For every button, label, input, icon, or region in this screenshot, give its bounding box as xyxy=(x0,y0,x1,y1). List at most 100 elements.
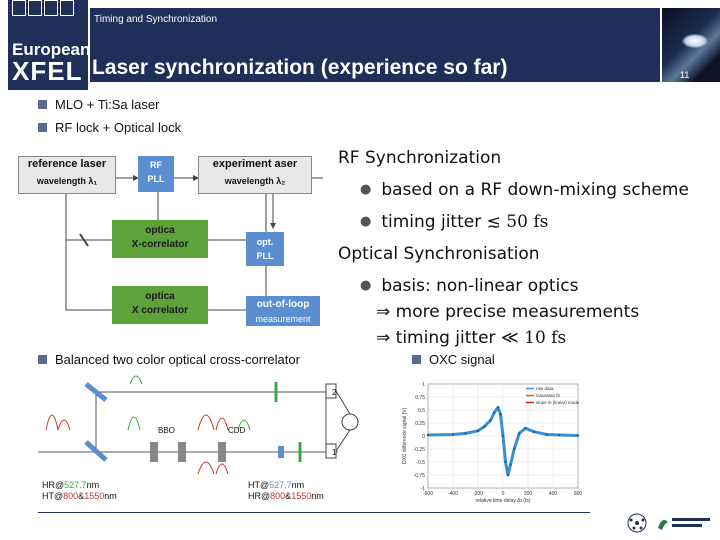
xcorr1-label-2: X-correlator xyxy=(131,239,189,250)
sync-summary-panel: RF Synchronization ● based on a RF down-m… xyxy=(338,148,689,353)
ht-left-line: HT@800&1550nm xyxy=(42,491,117,501)
data-point xyxy=(483,425,486,428)
data-point xyxy=(506,473,510,477)
data-point xyxy=(464,432,467,435)
rf-point-2: ● timing jitter ≲ 50 fs xyxy=(360,212,548,232)
y-tick-label: -0.25 xyxy=(414,447,426,453)
unit-nm: nm xyxy=(86,480,100,490)
implies-arrow-icon: ⇒ xyxy=(376,302,391,322)
logo-text-xfel: XFEL xyxy=(12,56,83,86)
page-number: 11 xyxy=(680,70,690,80)
series-line xyxy=(427,405,579,477)
ht-left-value-a: 800 xyxy=(63,491,79,501)
logo-square xyxy=(60,0,74,16)
ref-wavelength-label: wavelength λ₁ xyxy=(36,176,98,186)
bullet-square-icon xyxy=(38,355,47,364)
data-point xyxy=(501,434,505,438)
rf-pll-label-1: RF xyxy=(150,160,162,170)
data-point xyxy=(513,447,516,451)
ht-right-line: HT@527.7nm xyxy=(248,480,304,490)
bullet-item: RF lock + Optical lock xyxy=(38,116,181,139)
x-axis-label: relative time delay Δt (fs) xyxy=(475,498,530,504)
reference-laser-label: reference laser xyxy=(27,158,107,170)
experiment-laser-box: experiment aser wavelength λ₂ xyxy=(198,156,312,194)
logo-square xyxy=(28,0,42,16)
rf-pll-box: RF PLL xyxy=(138,156,174,192)
section-kicker: Timing and Synchronization xyxy=(94,14,218,25)
bullet-square-icon xyxy=(38,100,47,109)
data-point xyxy=(518,432,521,435)
rf-point-2-text: timing jitter xyxy=(381,212,482,232)
bullet-text: RF lock + Optical lock xyxy=(55,120,182,135)
arrow-point-1-text: more precise measurements xyxy=(395,302,640,322)
rf-point-1: ● based on a RF down-mixing scheme xyxy=(360,180,689,200)
experiment-laser-label: experiment aser xyxy=(212,158,298,170)
opt-pll-label-1: opt. xyxy=(256,237,274,247)
xcorr1-label-1: optica xyxy=(145,225,175,236)
laser-photo xyxy=(662,8,720,82)
data-point xyxy=(576,434,580,437)
bullet-dot-icon: ● xyxy=(360,278,372,293)
optical-point: ● basis: non-linear optics xyxy=(360,276,578,296)
data-point xyxy=(545,433,548,436)
exp-wavelength-label: wavelength λ₂ xyxy=(224,176,286,186)
out-of-loop-label-2: measurement xyxy=(255,314,311,324)
ampersand: & xyxy=(285,491,292,501)
unit-nm: nm xyxy=(291,480,305,490)
y-tick-label: -0.75 xyxy=(414,473,426,479)
ampersand: & xyxy=(78,491,85,501)
rf-jitter-value: 50 fs xyxy=(506,212,549,232)
hr-right-line: HR@800&1550nm xyxy=(248,491,324,501)
optical-xcorrelator-box-2: optica X correlator xyxy=(112,286,208,324)
opt-pll-box: opt. PLL xyxy=(246,232,284,266)
oxc-section-text: OXC signal xyxy=(429,352,495,367)
hr-right-value-a: 800 xyxy=(270,491,286,501)
footer-helmholtz-logo xyxy=(658,518,710,530)
slide-title: Laser synchronization (experience so far… xyxy=(92,56,508,79)
data-point xyxy=(533,430,536,434)
out-of-loop-label-1: out-of-loop xyxy=(256,299,310,310)
hr-left-line: HR@527.7nm xyxy=(42,480,99,490)
arrow-point-2-text: timing jitter xyxy=(395,328,496,348)
top-bullet-list: MLO + Ti:Sa laser RF lock + Optical lock xyxy=(38,93,181,139)
oxc-signal-chart: 1 0.75 0.5 0.25 0 -0.25 -0.5 -0.75 -1 -600 -400 -20… xyxy=(398,378,586,510)
xcorr-optics-drawing xyxy=(38,375,359,475)
x-tick-label: -200 xyxy=(473,491,483,497)
x-tick-label: 400 xyxy=(549,491,558,497)
data-point xyxy=(493,411,496,414)
implies-arrow-icon: ⇒ xyxy=(376,328,391,348)
bullet-square-icon xyxy=(412,355,421,364)
ht-right-prefix: HT@ xyxy=(248,480,270,490)
out-of-loop-box: out-of-loop measurement xyxy=(246,296,320,326)
y-tick-label: 1 xyxy=(422,382,425,388)
sync-block-diagram: reference laser wavelength λ₁ RF PLL exp… xyxy=(18,150,330,330)
detector-2-label: 2 xyxy=(332,388,337,397)
ht-left-value-b: 1550 xyxy=(84,491,105,501)
arrow-point-1: ⇒ more precise measurements xyxy=(376,302,639,322)
hr-right-prefix: HR@ xyxy=(248,491,271,501)
optical-heading: Optical Synchronisation xyxy=(338,244,540,264)
y-tick-label: 0.75 xyxy=(415,395,425,401)
detector-1-label: 1 xyxy=(332,448,337,457)
bullet-text: MLO + Ti:Sa laser xyxy=(55,97,160,112)
x-tick-label: -400 xyxy=(448,491,458,497)
opt-pll-label-2: PLL xyxy=(256,251,274,261)
unit-nm: nm xyxy=(104,491,117,501)
optical-point-text: basis: non-linear optics xyxy=(381,276,579,296)
data-point xyxy=(509,463,512,466)
rf-point-1-text: based on a RF down-mixing scheme xyxy=(381,180,689,200)
x-tick-label: -600 xyxy=(423,491,433,497)
xcorr-section-text: Balanced two color optical cross-correla… xyxy=(55,352,300,367)
footer-network-logo xyxy=(627,513,647,533)
footer-rule xyxy=(38,512,590,513)
slide-header: European XFEL Timing and Synchronization… xyxy=(0,0,720,90)
logo-square xyxy=(12,0,26,16)
bullet-dot-icon: ● xyxy=(360,182,372,197)
y-axis-label: OXC difference signal (V) xyxy=(402,407,408,464)
less-approx-symbol: ≲ xyxy=(486,212,501,232)
oxc-chart-svg: 1 0.75 0.5 0.25 0 -0.25 -0.5 -0.75 -1-600 -400 -20… xyxy=(402,382,582,504)
bbo-label: BBO xyxy=(158,426,175,435)
unit-nm: nm xyxy=(311,491,324,501)
data-point xyxy=(451,433,455,436)
xcorr-section-label: Balanced two color optical cross-correla… xyxy=(38,352,300,367)
